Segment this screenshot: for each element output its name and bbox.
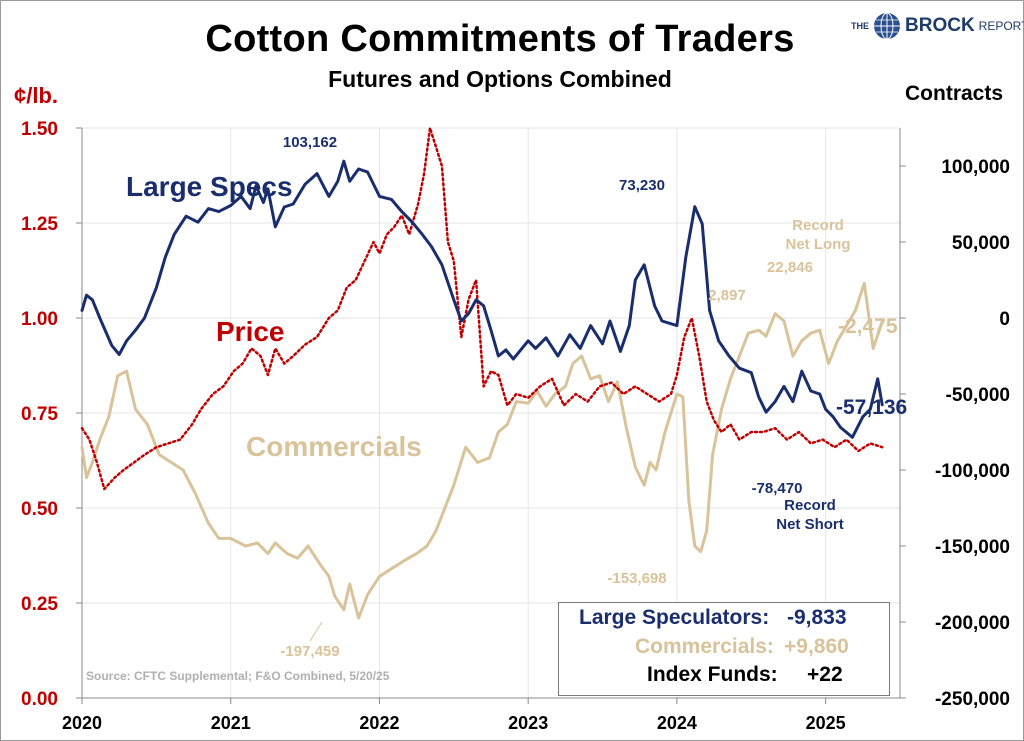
- series-line-commercials: [80, 281, 884, 620]
- summary-value-index-funds: +22: [807, 663, 843, 686]
- summary-label-commercials: Commercials:: [635, 635, 774, 658]
- label-commercials-2897: 2,897: [708, 287, 746, 304]
- source-note: Source: CFTC Supplemental; F&O Combined,…: [86, 669, 390, 683]
- commercials-label: Commercials: [246, 431, 422, 462]
- right-tick-label: -200,000: [935, 613, 1010, 634]
- logo-report: REPORT: [978, 19, 1024, 33]
- right-tick-label: 0: [999, 309, 1010, 330]
- x-tick-label: 2025: [806, 713, 846, 733]
- large-specs-label: Large Specs: [126, 171, 293, 202]
- logo-the: THE: [851, 21, 869, 31]
- right-tick-label: -100,000: [935, 461, 1010, 482]
- chart-title: Cotton Commitments of Traders: [205, 18, 795, 60]
- label-large-specs-last: -57,136: [836, 396, 907, 419]
- summary-label-large-speculators: Large Speculators:: [579, 606, 770, 629]
- record-net-long-line2: Net Long: [786, 236, 851, 253]
- globe-icon: [874, 12, 900, 40]
- label-large-specs-max: 103,162: [283, 134, 337, 151]
- right-tick-label: 100,000: [941, 157, 1010, 178]
- left-tick-label: 0.00: [21, 689, 58, 710]
- left-tick-label: 1.50: [21, 119, 58, 140]
- left-tick-label: 0.50: [21, 499, 58, 520]
- axis-ticks: 0.00 0.25 0.50 0.75 1.00 1.25 1.50 -250,000 -200…: [21, 119, 1010, 733]
- record-net-long-line1: Record: [792, 217, 844, 234]
- left-tick-label: 0.25: [21, 594, 58, 615]
- label-commercials-last: -2,475: [838, 315, 898, 338]
- positions-summary-box: Large Speculators: -9,833 Commercials: +…: [558, 602, 890, 696]
- left-tick-label: 0.75: [21, 404, 58, 425]
- right-tick-label: -250,000: [935, 689, 1010, 710]
- grid-lines: [81, 127, 900, 699]
- logo-brock: BROCK: [905, 15, 975, 36]
- summary-value-large-speculators: -9,833: [787, 606, 847, 629]
- label-commercials-2024: -153,698: [607, 570, 666, 587]
- right-axis-unit: Contracts: [905, 82, 1004, 105]
- summary-value-commercials: +9,860: [784, 635, 849, 658]
- x-tick-label: 2020: [62, 713, 102, 733]
- series-line-price: [80, 126, 884, 491]
- label-large-specs-2024: 73,230: [619, 177, 665, 194]
- x-tick-label: 2023: [508, 713, 548, 733]
- label-commercials-22846: 22,846: [767, 259, 813, 276]
- right-tick-label: -150,000: [935, 537, 1010, 558]
- brock-report-logo: THE BROCK REPORT: [851, 11, 1024, 41]
- record-net-short-line2: Net Short: [776, 516, 844, 533]
- x-tick-label: 2022: [359, 713, 399, 733]
- leader-commercials-min: [309, 621, 323, 642]
- x-tick-label: 2021: [211, 713, 251, 733]
- left-tick-label: 1.25: [21, 214, 58, 235]
- left-tick-label: 1.00: [21, 309, 58, 330]
- label-commercials-min: -197,459: [280, 643, 339, 660]
- series-line-large-specs: [80, 159, 884, 439]
- right-tick-label: -50,000: [946, 385, 1010, 406]
- right-tick-label: 50,000: [952, 233, 1010, 254]
- price-label: Price: [216, 316, 285, 347]
- series-lines: [80, 126, 884, 620]
- x-tick-label: 2024: [657, 713, 697, 733]
- label-large-specs-min: -78,470: [752, 480, 803, 497]
- summary-label-index-funds: Index Funds:: [647, 663, 778, 686]
- annotations: Large Specs Price Commercials 103,162 73,230…: [126, 134, 907, 660]
- left-axis-unit: ¢/lb.: [14, 83, 59, 108]
- chart-subtitle: Futures and Options Combined: [328, 66, 672, 92]
- record-net-short-line1: Record: [784, 497, 836, 514]
